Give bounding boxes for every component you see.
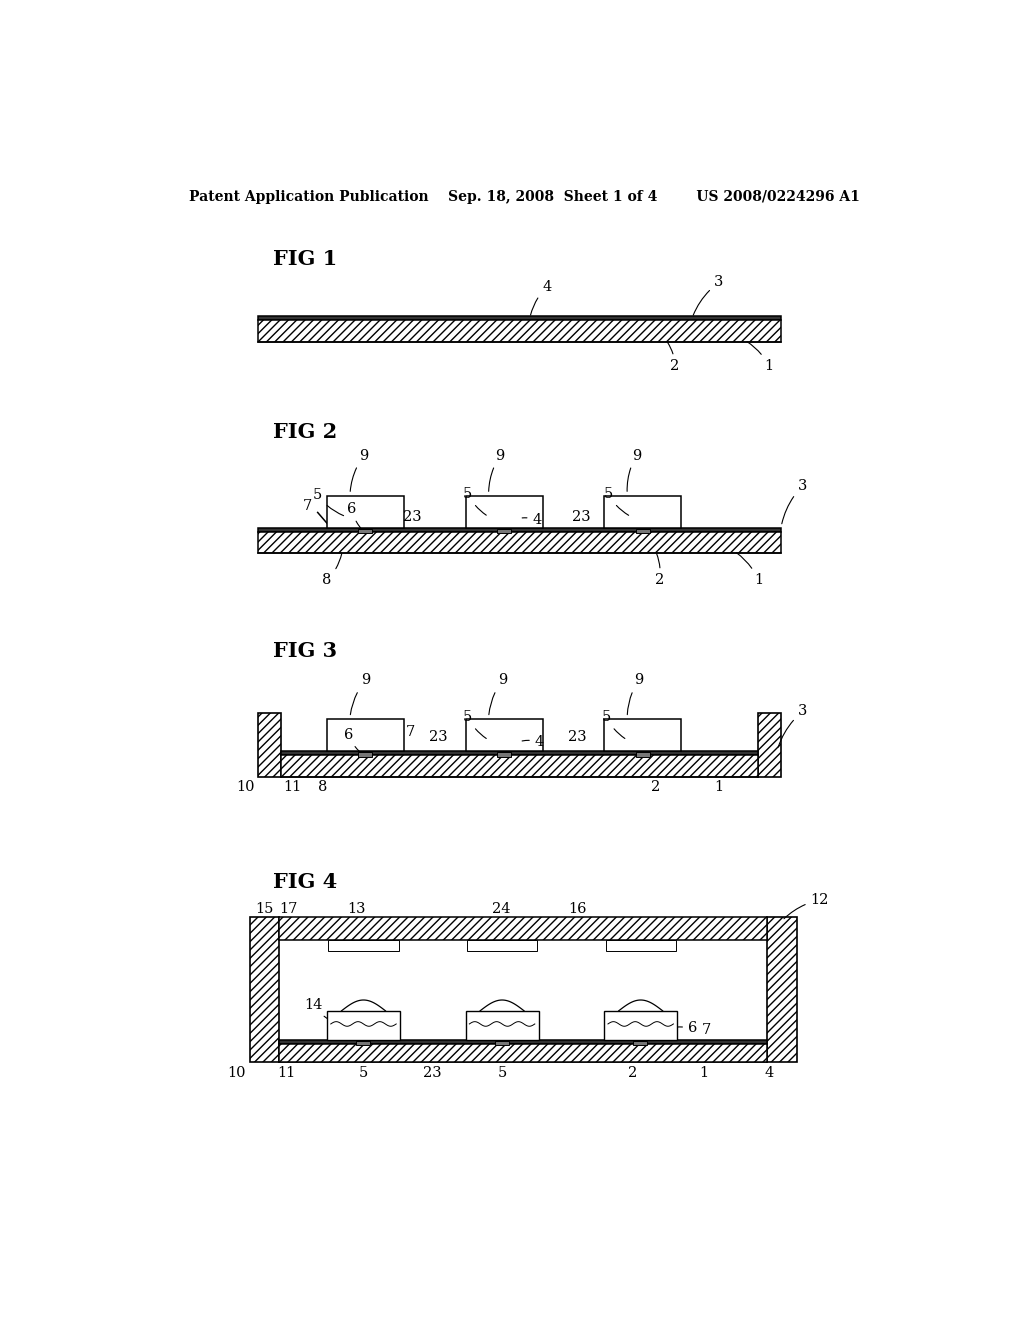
Text: 3: 3	[778, 705, 808, 747]
Text: 6: 6	[344, 727, 364, 755]
Text: 1: 1	[714, 780, 723, 795]
Text: FIG 4: FIG 4	[273, 873, 337, 892]
Text: 10: 10	[236, 780, 255, 795]
Text: 5: 5	[463, 487, 486, 515]
Text: 9: 9	[628, 673, 643, 714]
Bar	[280, 1044, 767, 1063]
Text: 11: 11	[278, 1067, 296, 1080]
Bar	[258, 321, 781, 342]
Text: 10: 10	[227, 1067, 246, 1080]
Text: FIG 2: FIG 2	[273, 422, 337, 442]
Text: 9: 9	[350, 449, 369, 491]
Text: FIG 3: FIG 3	[273, 642, 337, 661]
Text: 2: 2	[668, 342, 680, 374]
Bar	[604, 1011, 677, 1040]
Bar	[280, 1040, 767, 1044]
Text: 2: 2	[654, 553, 664, 587]
Text: 5: 5	[358, 1067, 368, 1080]
Text: 8: 8	[318, 780, 328, 795]
Text: Patent Application Publication    Sep. 18, 2008  Sheet 1 of 4        US 2008/022: Patent Application Publication Sep. 18, …	[189, 190, 860, 203]
Text: 12: 12	[784, 892, 828, 919]
Text: FIG 1: FIG 1	[273, 248, 337, 268]
Bar	[327, 495, 403, 528]
Bar	[466, 719, 543, 751]
Bar	[258, 713, 281, 776]
Text: 1: 1	[736, 553, 763, 587]
Text: 7: 7	[406, 725, 415, 739]
Bar	[497, 529, 511, 533]
Bar	[636, 529, 649, 533]
Bar	[358, 529, 373, 533]
Bar	[250, 917, 280, 1063]
Bar	[327, 719, 403, 751]
Text: 7: 7	[302, 499, 311, 513]
Bar	[258, 532, 781, 553]
Text: 14: 14	[304, 998, 335, 1023]
Text: 4: 4	[765, 1067, 774, 1080]
Text: 4: 4	[530, 280, 552, 315]
Bar	[356, 1040, 370, 1045]
Bar	[258, 317, 781, 321]
Bar	[497, 752, 511, 756]
Text: 11: 11	[283, 780, 301, 795]
Text: 23: 23	[429, 730, 447, 743]
Text: 13: 13	[347, 902, 366, 916]
Text: 3: 3	[693, 276, 724, 315]
Text: 6: 6	[659, 1022, 697, 1035]
Bar	[466, 1011, 539, 1040]
Bar	[758, 713, 781, 776]
Text: 23: 23	[568, 730, 587, 743]
Bar	[767, 917, 797, 1063]
Bar	[258, 528, 781, 532]
Text: 5: 5	[313, 488, 344, 516]
Bar	[604, 495, 681, 528]
Text: 23: 23	[424, 1067, 442, 1080]
Text: 23: 23	[403, 510, 422, 524]
Bar	[327, 1011, 400, 1040]
Text: 2: 2	[628, 1067, 637, 1080]
Bar	[329, 940, 398, 950]
Bar	[467, 940, 538, 950]
Text: 24: 24	[493, 902, 511, 916]
Text: 5: 5	[602, 710, 625, 738]
Bar	[605, 940, 676, 950]
Text: 9: 9	[350, 673, 370, 714]
Text: 5: 5	[498, 1067, 507, 1080]
Text: 5: 5	[463, 710, 486, 738]
Text: 15: 15	[255, 902, 273, 916]
Text: 2: 2	[651, 780, 660, 795]
Text: 23: 23	[571, 510, 590, 524]
Text: 7: 7	[701, 1023, 711, 1036]
Text: 6: 6	[347, 502, 364, 532]
Bar	[280, 917, 767, 940]
Text: 16: 16	[568, 902, 587, 916]
Text: 3: 3	[781, 479, 808, 524]
Text: 17: 17	[280, 902, 298, 916]
Bar	[604, 719, 681, 751]
Bar	[495, 1040, 509, 1045]
Text: 4: 4	[522, 513, 542, 527]
Bar	[466, 495, 543, 528]
Text: 9: 9	[488, 449, 505, 491]
Bar	[281, 755, 758, 776]
Bar	[281, 751, 758, 755]
Text: 5: 5	[603, 487, 629, 515]
Bar	[634, 1040, 647, 1045]
Bar	[358, 752, 373, 756]
Text: 4: 4	[522, 735, 544, 748]
Text: 9: 9	[488, 673, 507, 714]
Text: 1: 1	[699, 1067, 709, 1080]
Text: 1: 1	[746, 342, 773, 374]
Bar	[636, 752, 649, 756]
Text: 8: 8	[323, 554, 342, 587]
Text: 9: 9	[627, 449, 641, 491]
